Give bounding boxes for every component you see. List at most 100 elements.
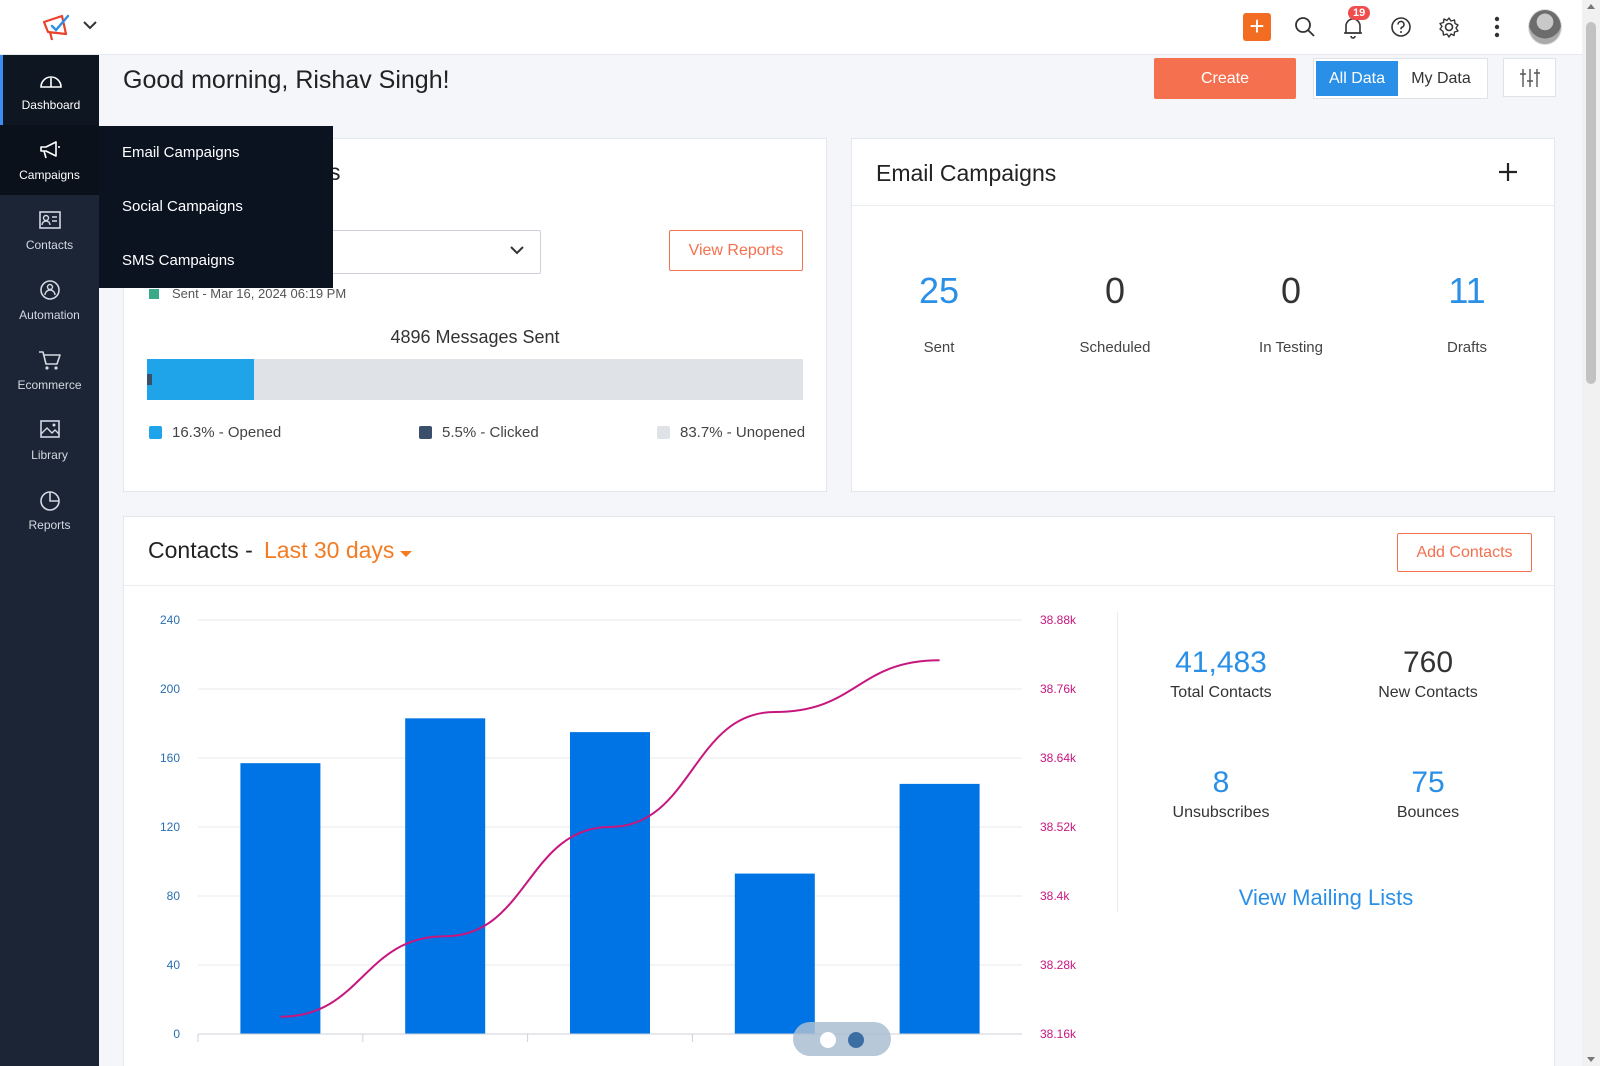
add-contacts-button[interactable]: Add Contacts bbox=[1397, 533, 1532, 572]
notifications-button[interactable]: 19 bbox=[1336, 6, 1371, 46]
y-right-tick-label: 38.52k bbox=[1040, 820, 1077, 834]
all-data-toggle[interactable]: All Data bbox=[1316, 61, 1398, 96]
stat-value: 41,483 bbox=[1175, 646, 1267, 679]
stat-value: 75 bbox=[1411, 766, 1445, 799]
scroll-up-arrow[interactable] bbox=[1587, 4, 1595, 9]
sidebar-item-dashboard[interactable]: Dashboard bbox=[0, 55, 99, 125]
new-contacts-stat[interactable]: 760 New Contacts bbox=[1328, 646, 1528, 702]
chevron-down-icon[interactable] bbox=[82, 18, 98, 36]
sidebar-item-library[interactable]: Library bbox=[0, 405, 99, 475]
sidebar-item-label: Ecommerce bbox=[17, 377, 82, 392]
stat-in-testing[interactable]: 0 In Testing bbox=[1203, 270, 1379, 356]
help-icon bbox=[1391, 17, 1411, 37]
my-data-toggle[interactable]: My Data bbox=[1411, 69, 1471, 87]
y-left-tick-label: 160 bbox=[160, 751, 180, 765]
sidebar-item-label: Dashboard bbox=[21, 97, 81, 112]
divider bbox=[124, 585, 1554, 586]
date-range-dropdown[interactable]: Last 30 days bbox=[264, 537, 395, 563]
add-email-campaign-button[interactable] bbox=[1497, 154, 1519, 191]
stat-value: 11 bbox=[1448, 270, 1486, 311]
profile-button[interactable] bbox=[1528, 8, 1562, 46]
page-scrollbar[interactable] bbox=[1582, 0, 1600, 1066]
flyout-item-sms-campaigns[interactable]: SMS Campaigns bbox=[122, 252, 235, 269]
pager-dot[interactable] bbox=[848, 1032, 864, 1048]
stat-value: 0 bbox=[1280, 270, 1302, 311]
customize-dashboard-button[interactable] bbox=[1503, 58, 1556, 97]
sidebar-item-campaigns[interactable]: Campaigns bbox=[0, 125, 99, 195]
caret-down-icon[interactable] bbox=[400, 551, 412, 557]
avatar bbox=[1528, 9, 1562, 45]
stat-label: Bounces bbox=[1396, 804, 1460, 821]
y-right-tick-label: 38.64k bbox=[1040, 751, 1077, 765]
gear-icon bbox=[1439, 17, 1459, 38]
chart-bar bbox=[405, 718, 486, 1034]
cart-icon bbox=[38, 350, 61, 370]
quick-add-icon: + bbox=[1243, 13, 1271, 41]
plus-icon bbox=[1499, 163, 1517, 181]
create-button[interactable]: Create bbox=[1154, 58, 1296, 99]
view-reports-button[interactable]: View Reports bbox=[669, 230, 803, 271]
stat-value: 760 bbox=[1402, 646, 1454, 679]
scrollbar-thumb[interactable] bbox=[1586, 22, 1596, 384]
sidebar-item-ecommerce[interactable]: Ecommerce bbox=[0, 335, 99, 405]
sidebar-item-label: Reports bbox=[28, 517, 71, 532]
sidebar-item-label: Library bbox=[31, 447, 68, 462]
notification-badge: 19 bbox=[1348, 6, 1371, 20]
stat-label: In Testing bbox=[1259, 339, 1323, 356]
search-button[interactable] bbox=[1288, 8, 1322, 46]
sent-date: Sent - Mar 16, 2024 06:19 PM bbox=[149, 286, 346, 301]
stat-scheduled[interactable]: 0 Scheduled bbox=[1027, 270, 1203, 356]
legend-unopened-label: 83.7% - Unopened bbox=[680, 424, 806, 441]
flyout-item-social-campaigns[interactable]: Social Campaigns bbox=[122, 198, 243, 215]
page-title: Good morning, Rishav Singh! bbox=[123, 66, 450, 94]
legend-opened-label: 16.3% - Opened bbox=[172, 424, 282, 441]
sidebar-item-automation[interactable]: Automation bbox=[0, 265, 99, 335]
automation-icon bbox=[39, 279, 60, 300]
card-title-fragment: s bbox=[329, 159, 341, 185]
stat-value: 0 bbox=[1104, 270, 1126, 311]
scroll-down-arrow[interactable] bbox=[1587, 1057, 1595, 1062]
total-contacts-stat[interactable]: 41,483 Total Contacts bbox=[1121, 646, 1321, 702]
stat-label: Sent bbox=[923, 339, 955, 356]
chevron-down-icon bbox=[510, 246, 524, 255]
unsubscribes-stat[interactable]: 8 Unsubscribes bbox=[1121, 766, 1321, 822]
messages-sent: 4896 Messages Sent bbox=[390, 327, 560, 347]
y-left-tick-label: 40 bbox=[167, 958, 181, 972]
chart-bar bbox=[240, 763, 321, 1034]
stat-sent[interactable]: 25 Sent bbox=[851, 270, 1027, 356]
stat-label: Total Contacts bbox=[1170, 684, 1272, 701]
open-rate-progress bbox=[147, 359, 803, 400]
legend-clicked-label: 5.5% - Clicked bbox=[442, 424, 539, 441]
campaigns-logo-icon[interactable] bbox=[40, 12, 72, 42]
pager-dot-active[interactable] bbox=[820, 1032, 836, 1048]
campaigns-flyout-menu: Email Campaigns Social Campaigns SMS Cam… bbox=[99, 126, 333, 288]
sidebar-item-label: Contacts bbox=[25, 237, 74, 252]
carousel-pager bbox=[793, 1022, 891, 1056]
email-campaigns-title: Email Campaigns bbox=[876, 160, 1057, 186]
quick-add-button[interactable]: + bbox=[1240, 8, 1274, 46]
view-mailing-lists-link[interactable]: View Mailing Lists bbox=[1238, 885, 1414, 910]
sidebar-item-contacts[interactable]: Contacts bbox=[0, 195, 99, 265]
legend-opened: 16.3% - Opened bbox=[149, 424, 281, 441]
settings-button[interactable] bbox=[1432, 8, 1466, 46]
legend-swatch-unopened bbox=[657, 426, 670, 439]
bounces-stat[interactable]: 75 Bounces bbox=[1328, 766, 1528, 822]
more-vertical-icon bbox=[1494, 16, 1500, 38]
contacts-card bbox=[123, 516, 1555, 1066]
sent-date-label: Sent - Mar 16, 2024 06:19 PM bbox=[172, 286, 347, 301]
more-options-button[interactable] bbox=[1480, 8, 1514, 46]
megaphone-icon bbox=[39, 140, 60, 158]
chart-bar bbox=[899, 783, 980, 1034]
y-left-tick-label: 200 bbox=[160, 682, 180, 696]
y-right-tick-label: 38.16k bbox=[1040, 1027, 1077, 1041]
help-button[interactable] bbox=[1384, 8, 1418, 46]
clicked-marker bbox=[147, 374, 152, 385]
flyout-item-email-campaigns[interactable]: Email Campaigns bbox=[122, 144, 240, 161]
sidebar-item-reports[interactable]: Reports bbox=[0, 475, 99, 545]
contacts-trend-line bbox=[280, 659, 940, 1018]
stat-value: 8 bbox=[1212, 766, 1230, 799]
stat-drafts[interactable]: 11 Drafts bbox=[1379, 270, 1555, 356]
pie-chart-icon bbox=[39, 490, 60, 511]
stat-label: Drafts bbox=[1446, 339, 1487, 356]
image-gallery-icon bbox=[39, 419, 60, 438]
